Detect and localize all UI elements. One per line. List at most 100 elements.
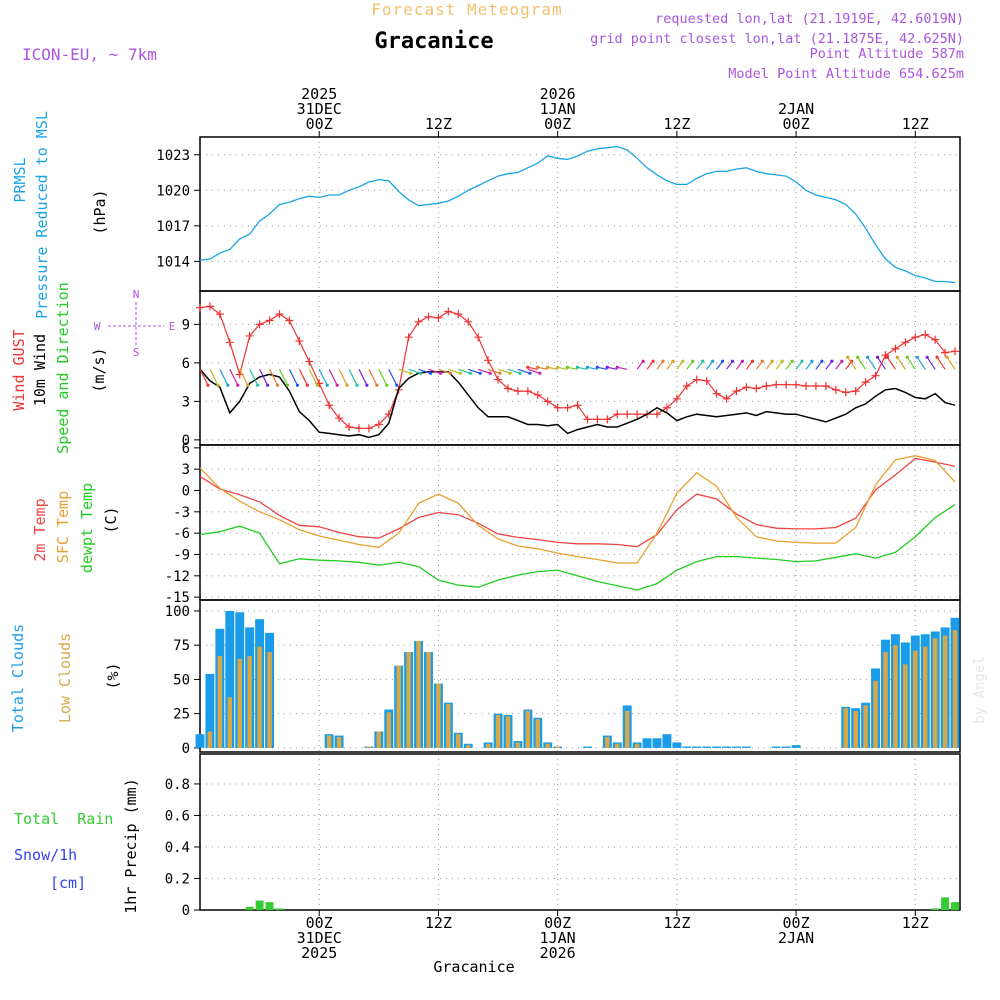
wind-gust-marker — [305, 357, 314, 366]
watermark: by Angel — [972, 656, 988, 723]
wind-gust-marker — [573, 401, 582, 410]
total-cloud-bar — [652, 738, 662, 748]
pressure-label-desc: Pressure Reduced to MSL — [33, 111, 51, 319]
pressure-ytick-label: 1014 — [156, 254, 190, 270]
wind-direction-arrowhead — [458, 371, 462, 375]
wind-gust-marker — [792, 380, 801, 389]
pressure-panel: 1014 1017 1020 1023 — [156, 136, 961, 292]
top-time-label: 2026 — [540, 85, 576, 103]
low-cloud-bar — [952, 630, 958, 748]
wind-direction-arrow — [567, 366, 578, 370]
total-cloud-bar — [225, 610, 235, 748]
total-cloud-bar — [662, 734, 672, 748]
wind-gust-marker — [494, 375, 503, 384]
clouds-ytick-label: 75 — [173, 638, 190, 654]
wind-direction-arrow — [716, 360, 724, 370]
wind-gust-marker — [831, 385, 840, 394]
low-cloud-bar — [446, 704, 451, 748]
wind-gust-marker — [503, 384, 512, 393]
wind-direction-arrow — [368, 369, 378, 386]
wind-direction-arrowhead — [945, 355, 949, 359]
wind-gust-marker — [692, 375, 701, 384]
wind-gust-marker — [434, 313, 443, 322]
temperature-ytick-label: 3 — [182, 462, 190, 478]
wind-gust-marker — [553, 403, 562, 412]
wind-direction-arrowhead — [275, 383, 280, 387]
compass-rose: N S W E — [94, 288, 176, 359]
wind-direction-arrow — [487, 368, 501, 374]
wind-direction-arrowhead — [730, 359, 735, 363]
temperature-ytick-label: -12 — [165, 569, 190, 585]
bottom-time-label: 12Z — [902, 914, 929, 932]
pressure-ytick-label: 1020 — [156, 183, 190, 199]
wind-direction-arrow — [617, 366, 628, 370]
pressure-frame — [199, 136, 961, 292]
wind-direction-arrow — [398, 368, 411, 374]
wind-gust-marker — [603, 415, 612, 424]
wind-direction-arrowhead — [820, 359, 824, 363]
low-cloud-bar — [853, 710, 858, 748]
low-cloud-bar — [922, 646, 928, 748]
low-cloud-bar — [843, 708, 848, 748]
wind-direction-arrow — [338, 369, 348, 386]
wind-direction-arrow — [795, 360, 803, 370]
wind-gust-marker — [941, 348, 950, 357]
wind-gust-marker — [215, 310, 224, 319]
top-time-label: 12Z — [663, 115, 690, 133]
pressure-line — [199, 145, 956, 284]
wind-direction-arrowhead — [305, 383, 309, 387]
wind-direction-arrowhead — [641, 359, 645, 363]
top-time-label: 00Z — [544, 115, 571, 133]
wind-direction-arrowhead — [935, 355, 939, 359]
wind-gust-marker — [802, 381, 811, 390]
wind-ytick-label: 3 — [182, 394, 190, 410]
wind-unit: (m/s) — [90, 347, 108, 392]
wind-gust-marker — [742, 383, 751, 392]
low-cloud-bar — [267, 652, 272, 748]
wind-direction-arrowhead — [355, 383, 359, 387]
wind-direction-arrowhead — [661, 359, 665, 363]
low-cloud-bar — [863, 705, 868, 748]
wind-direction-arrowhead — [875, 355, 880, 359]
rain-bar — [951, 902, 960, 910]
wind-direction-arrow — [219, 369, 229, 386]
wind-gust-marker — [205, 302, 214, 311]
wind-gust-marker — [593, 415, 602, 424]
low-cloud-bar — [396, 665, 401, 748]
pressure-label-prmsl: PRMSL — [11, 157, 29, 202]
low-cloud-bar — [893, 645, 898, 748]
wind-direction-arrow — [607, 366, 618, 370]
low-cloud-bar — [456, 734, 461, 748]
info-line-1: requested lon,lat (21.1919E, 42.6019N) — [655, 11, 964, 27]
low-cloud-bar — [406, 652, 411, 748]
wind-gust-label: Wind GUST — [10, 329, 28, 410]
wind-direction-arrow — [408, 368, 421, 374]
wind-gust-marker — [811, 381, 820, 390]
rain-bar — [941, 897, 950, 910]
low-cloud-bar — [426, 652, 431, 748]
wind-direction-arrow — [926, 356, 936, 370]
total-cloud-bar — [205, 673, 215, 748]
wind-panel: 0 3 6 9 — [182, 290, 961, 449]
wind-gust-marker — [732, 387, 741, 396]
wind-gust-marker — [523, 387, 532, 396]
wind-direction-arrowhead — [266, 383, 270, 387]
low-cloud-bar — [634, 743, 640, 748]
wind-direction-arrow — [676, 360, 684, 370]
wind-direction-arrow — [468, 368, 481, 374]
wind-direction-arrowhead — [671, 359, 675, 363]
wind-direction-arrowhead — [721, 359, 725, 363]
subtitle: Forecast Meteogram — [371, 0, 562, 19]
wind-gust-marker — [374, 420, 383, 429]
wind-ytick-label: 0 — [182, 433, 190, 449]
low-cloud-bar — [326, 735, 332, 748]
wind-direction-arrow — [288, 369, 298, 386]
temperature-ytick-label: -15 — [165, 590, 190, 606]
wind-direction-arrow — [448, 368, 461, 374]
precip-rain-label: Total Rain — [14, 810, 113, 828]
wind-direction-arrowhead — [846, 355, 850, 359]
wind-direction-arrow — [867, 356, 877, 370]
wind-direction-arrowhead — [528, 371, 532, 375]
temperature-ytick-label: 6 — [182, 441, 190, 457]
wind-direction-arrowhead — [468, 371, 472, 375]
